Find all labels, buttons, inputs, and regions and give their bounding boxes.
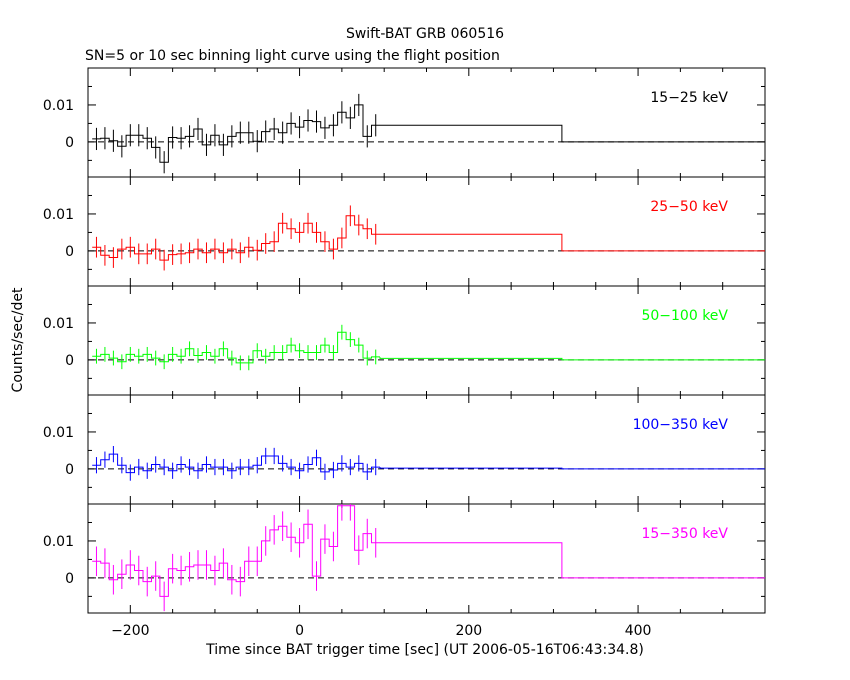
y-tick-label: 0 <box>65 135 74 151</box>
y-tick-label: 0.01 <box>43 425 74 441</box>
chart-subtitle: SN=5 or 10 sec binning light curve using… <box>85 48 500 64</box>
band-label: 15−25 keV <box>650 90 728 106</box>
y-tick-label: 0.01 <box>43 534 74 550</box>
wide-bin-line <box>379 233 765 252</box>
x-tick-label: 400 <box>625 623 652 639</box>
x-tick-label: 200 <box>455 623 482 639</box>
y-tick-label: 0.01 <box>43 207 74 223</box>
series-step-line <box>92 505 380 597</box>
wide-bin-line <box>379 542 765 579</box>
wide-bin-line <box>379 124 765 143</box>
series-step-line <box>92 104 380 163</box>
panel-frame <box>87 285 766 396</box>
series-step-line <box>92 215 380 261</box>
band-label: 15−350 keV <box>641 526 728 542</box>
y-tick-label: 0 <box>65 462 74 478</box>
y-tick-label: 0.01 <box>43 316 74 332</box>
band-label: 100−350 keV <box>633 417 729 433</box>
band-label: 25−50 keV <box>650 199 728 215</box>
series-step-line <box>92 331 380 364</box>
series-step-line <box>92 453 380 474</box>
chart-title: Swift-BAT GRB 060516 <box>346 26 504 42</box>
panels-group: 0 0.01 15−25 keV 0 0.01 25−50 keV 0 0.01 50−100 … <box>43 67 766 639</box>
y-tick-label: 0 <box>65 353 74 369</box>
x-tick-label: 0 <box>295 623 304 639</box>
panel-frame <box>87 67 766 178</box>
panel-frame <box>87 394 766 505</box>
y-axis-label: Counts/sec/det <box>10 287 26 392</box>
wide-bin-line <box>379 356 765 361</box>
x-axis-label: Time since BAT trigger time [sec] (UT 20… <box>205 642 644 658</box>
y-tick-label: 0.01 <box>43 98 74 114</box>
band-label: 50−100 keV <box>641 308 728 324</box>
y-tick-label: 0 <box>65 571 74 587</box>
x-tick-label: −200 <box>111 623 149 639</box>
y-tick-label: 0 <box>65 244 74 260</box>
wide-bin-line <box>379 467 765 470</box>
panel-frame <box>87 176 766 287</box>
